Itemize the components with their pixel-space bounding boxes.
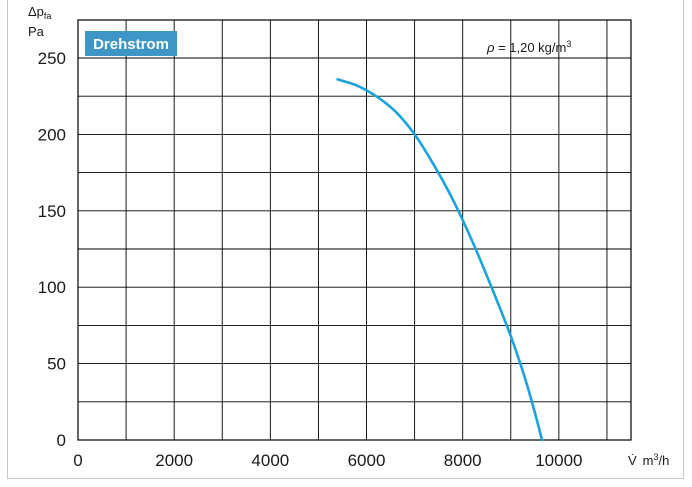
y-axis-symbol: Δp [28,4,44,19]
x-tick-label: 2000 [155,451,193,470]
density-symbol: ρ [486,40,495,55]
y-tick-label: 50 [47,355,66,374]
y-axis-unit: Pa [28,24,45,39]
y-tick-label: 250 [38,49,66,68]
chart-frame [7,0,684,479]
badge: Drehstrom [85,31,177,56]
y-tick-label: 0 [57,431,66,450]
x-tick-label: 6000 [348,451,386,470]
grid [78,20,631,440]
x-tick-label: 10000 [535,451,582,470]
x-tick-label: 0 [73,451,82,470]
y-axis-label: Δpfa [28,4,51,21]
density-annotation: ρ = 1,20 kg/m3 [486,39,571,55]
tick-labels: 0 2000 4000 6000 8000 10000 0 50 100 150 200 250 [38,49,583,470]
badge-background [85,31,177,56]
y-tick-label: 200 [38,125,66,144]
series-layer [336,78,544,442]
y-axis-subscript: fa [44,11,52,21]
axes [77,19,632,441]
y-tick-label: 150 [38,202,66,221]
x-axis-unit: m [643,453,654,468]
x-tick-label: 4000 [251,451,289,470]
x-axis-unit-tail: /h [659,453,670,468]
badge-label: Drehstrom [93,36,169,53]
x-axis-label: V̇ m3/h [628,452,669,468]
density-text: = 1,20 kg/m [494,40,566,55]
plot-area-border [77,19,632,441]
y-tick-label: 100 [38,278,66,297]
x-axis-unit-sup: 3 [654,452,659,462]
x-tick-label: 8000 [444,451,482,470]
x-axis-symbol: V̇ [628,453,637,468]
series-line [336,78,544,442]
density-superscript: 3 [566,39,571,49]
